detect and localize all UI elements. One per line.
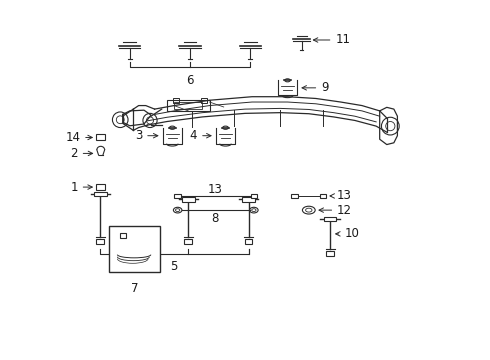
Bar: [109, 226, 160, 272]
Text: 13: 13: [207, 184, 222, 197]
Text: 3: 3: [135, 129, 158, 142]
Bar: [245, 239, 252, 244]
Bar: [326, 251, 334, 256]
Bar: [174, 194, 181, 198]
Bar: [251, 194, 257, 198]
Text: 4: 4: [190, 129, 211, 142]
Bar: [94, 192, 107, 196]
Text: 12: 12: [319, 204, 352, 217]
Bar: [324, 217, 337, 221]
Text: 11: 11: [314, 33, 350, 46]
Text: 7: 7: [131, 282, 138, 294]
Text: 6: 6: [186, 74, 194, 87]
Bar: [174, 102, 202, 109]
Bar: [184, 239, 192, 244]
Bar: [292, 194, 298, 198]
Text: 8: 8: [211, 212, 219, 225]
Bar: [173, 99, 179, 103]
Text: 1: 1: [70, 181, 92, 194]
Text: 2: 2: [70, 147, 93, 160]
Bar: [201, 99, 207, 103]
Bar: [97, 239, 104, 244]
Bar: [97, 135, 105, 140]
Text: 14: 14: [65, 131, 92, 144]
Bar: [320, 194, 326, 198]
Text: 10: 10: [336, 228, 359, 240]
Text: 13: 13: [330, 189, 352, 202]
Bar: [167, 100, 210, 111]
Bar: [97, 184, 105, 190]
Bar: [182, 197, 195, 202]
Bar: [120, 233, 126, 238]
Text: 9: 9: [302, 81, 329, 94]
Text: 5: 5: [171, 260, 178, 273]
Bar: [242, 197, 255, 202]
